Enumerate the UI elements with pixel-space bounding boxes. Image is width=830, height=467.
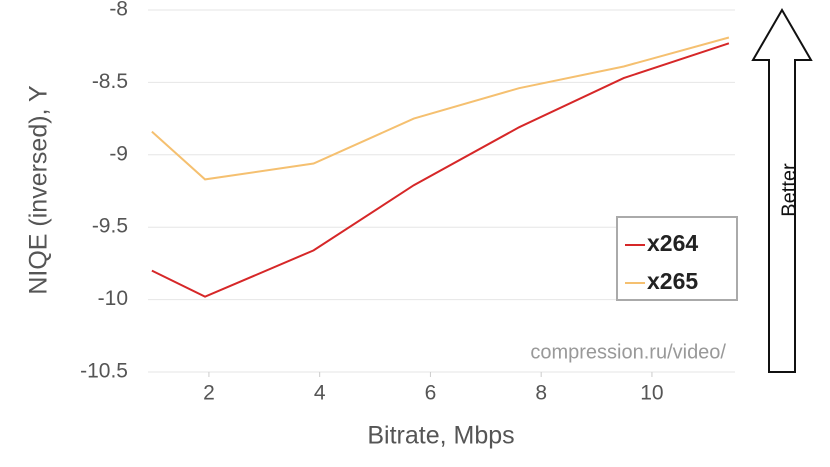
- series-line: [151, 42, 730, 298]
- x-tick-label: 4: [314, 382, 326, 405]
- series-line: [151, 36, 730, 181]
- arrow-label: Better: [778, 163, 800, 217]
- legend-label: x264: [647, 230, 698, 256]
- x-tick-label: 8: [535, 382, 547, 405]
- y-tick-label: -8.5: [92, 70, 128, 93]
- x-tick-label: 6: [425, 382, 437, 405]
- legend-label: x265: [647, 268, 698, 294]
- x-axis-label: Bitrate, Mbps: [367, 422, 514, 450]
- y-axis-label: NIQE (inversed), Y: [25, 85, 53, 295]
- x-tick-label: 10: [640, 382, 663, 405]
- legend-box: [616, 216, 738, 301]
- y-tick-label: -8: [109, 0, 128, 21]
- better-arrow: [751, 8, 813, 373]
- y-tick-label: -9: [109, 142, 128, 165]
- y-tick-label: -10: [98, 287, 128, 310]
- x-tick-label: 2: [203, 382, 215, 405]
- y-tick-label: -10.5: [80, 360, 128, 383]
- watermark: compression.ru/video/: [530, 341, 726, 363]
- y-tick-label: -9.5: [92, 215, 128, 238]
